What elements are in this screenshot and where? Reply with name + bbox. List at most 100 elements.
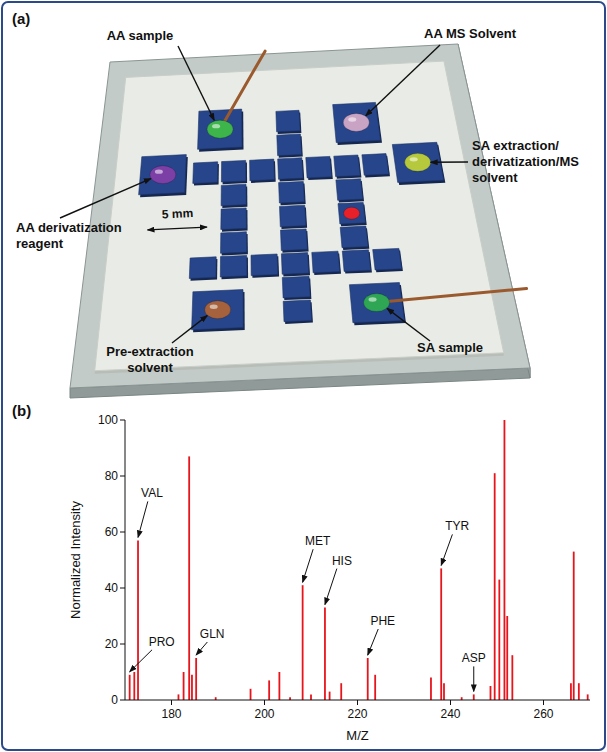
electrode xyxy=(334,155,360,177)
electrode xyxy=(281,229,308,251)
electrode xyxy=(373,248,402,270)
peak xyxy=(129,675,131,700)
inner-plate xyxy=(95,61,504,371)
annotation-arrow xyxy=(303,549,314,582)
wire xyxy=(377,289,527,303)
x-tick xyxy=(171,700,172,705)
panel-b: (b)020406080100180200220240260M/ZNormali… xyxy=(12,402,590,743)
peak xyxy=(268,680,270,700)
droplet-highlight xyxy=(369,297,377,301)
peak xyxy=(587,694,589,700)
annotation: MET xyxy=(305,534,331,548)
annotation-arrow xyxy=(196,642,207,655)
electrode xyxy=(278,158,303,180)
label-arrow xyxy=(172,316,207,343)
electrode xyxy=(342,250,370,272)
panel-label: (b) xyxy=(12,402,31,419)
device-label: SA sample xyxy=(417,340,483,355)
y-tick-label: 40 xyxy=(105,581,119,595)
electrode xyxy=(279,181,305,203)
peak xyxy=(430,678,432,700)
peak xyxy=(443,683,445,700)
electrode xyxy=(221,232,247,254)
droplet-highlight xyxy=(212,124,220,128)
reservoir-electrode xyxy=(349,283,404,323)
x-tick xyxy=(543,700,544,705)
electrode xyxy=(221,208,247,230)
electrode xyxy=(189,257,216,279)
y-tick-label: 100 xyxy=(98,413,118,427)
figure-frame xyxy=(2,2,605,750)
peak xyxy=(191,675,193,700)
droplet xyxy=(205,301,231,319)
label-line: Pre-extraction xyxy=(106,344,193,359)
x-tick xyxy=(264,700,265,705)
device-label: SA extraction/derivatization/MSsolvent xyxy=(472,138,579,185)
x-tick-label: 180 xyxy=(161,707,181,721)
y-tick-label: 60 xyxy=(105,525,119,539)
x-tick xyxy=(357,700,358,705)
electrode xyxy=(277,134,302,156)
electrode xyxy=(362,154,389,176)
annotation-arrow xyxy=(325,569,337,605)
label-line: solvent xyxy=(472,170,518,185)
device-label: Pre-extractionsolvent xyxy=(106,344,193,375)
scale-arrow xyxy=(148,227,207,230)
peak xyxy=(374,675,376,700)
droplet xyxy=(207,120,233,138)
peak xyxy=(195,658,197,700)
annotation-arrow xyxy=(138,501,148,537)
electrode xyxy=(338,202,366,224)
label-line: SA extraction/ xyxy=(472,138,559,153)
annotation: PRO xyxy=(149,635,175,649)
x-tick-label: 260 xyxy=(533,707,553,721)
peak xyxy=(278,672,280,700)
electrode xyxy=(282,276,310,298)
reservoir-electrode xyxy=(198,109,242,149)
y-tick xyxy=(120,532,125,533)
x-tick-label: 240 xyxy=(440,707,460,721)
droplet-highlight xyxy=(410,157,418,161)
peak xyxy=(178,694,180,700)
peak xyxy=(506,616,508,700)
annotation-arrow xyxy=(368,629,379,655)
y-axis-title: Normalized Intensity xyxy=(68,501,83,619)
peak xyxy=(490,686,492,700)
peak xyxy=(473,694,475,700)
scale-label: 5 mm xyxy=(162,206,194,221)
peak xyxy=(494,473,496,700)
annotation-arrow xyxy=(473,666,474,691)
peak xyxy=(137,540,139,700)
peak xyxy=(310,694,312,700)
electrode xyxy=(340,226,368,248)
electrode xyxy=(283,300,312,322)
x-tick-label: 200 xyxy=(254,707,274,721)
x-tick xyxy=(450,700,451,705)
peak xyxy=(133,672,135,700)
peak xyxy=(324,608,326,700)
electrode xyxy=(250,159,275,181)
panel-a: (a) 5 mm AA sample AA MS Solvent SA extracti… xyxy=(12,10,579,398)
annotation: ASP xyxy=(462,651,486,665)
electrode xyxy=(276,110,300,132)
electrode xyxy=(281,253,308,275)
peak xyxy=(440,568,442,700)
label-line: AA MS Solvent xyxy=(424,26,517,41)
label-line: reagent xyxy=(16,236,64,251)
label-arrow xyxy=(366,45,440,116)
label-line: AA sample xyxy=(107,28,174,43)
y-tick-label: 20 xyxy=(105,637,119,651)
peak xyxy=(578,683,580,700)
droplet xyxy=(344,207,360,219)
peak xyxy=(329,692,331,700)
panel-label: (a) xyxy=(12,10,30,27)
electrode xyxy=(251,254,278,276)
peak xyxy=(573,552,575,700)
droplet xyxy=(150,166,176,184)
y-tick-label: 80 xyxy=(105,469,119,483)
electrode xyxy=(220,255,247,277)
label-line: SA sample xyxy=(417,340,483,355)
device-label: AA derivatizationreagent xyxy=(16,220,122,251)
electrode xyxy=(280,205,306,227)
device-label: AA sample xyxy=(107,28,174,43)
